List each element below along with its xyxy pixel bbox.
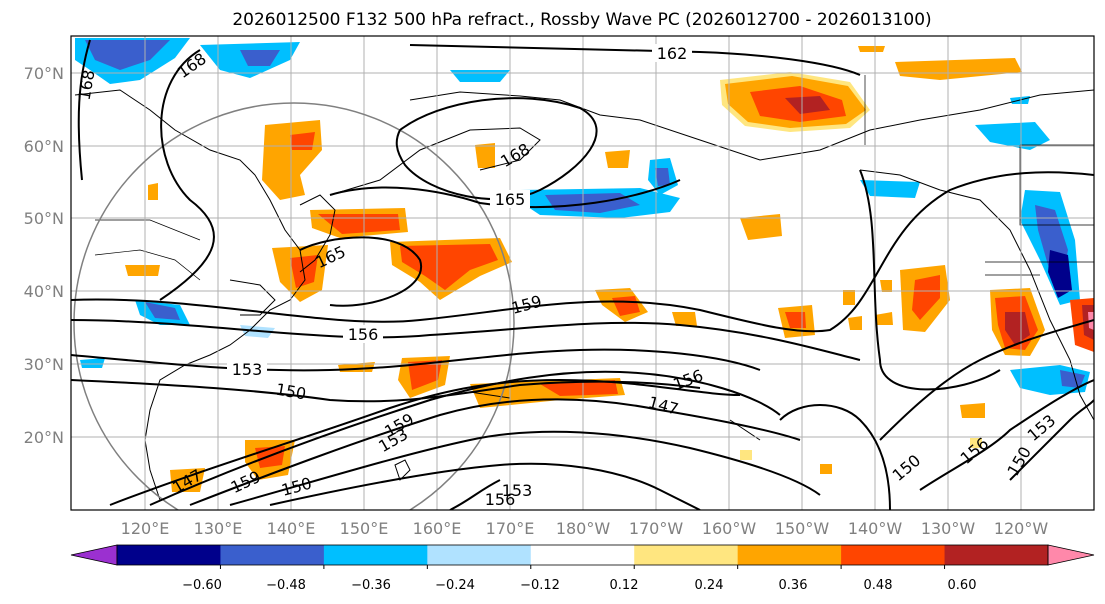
- colorbar: −0.60 −0.48 −0.36 −0.24 −0.12 0.12 0.24 …: [70, 544, 1095, 593]
- lon-label: 130°W: [921, 519, 976, 538]
- colorbar-tick-label: −0.36: [351, 578, 391, 593]
- colorbar-tick-label: −0.48: [266, 578, 306, 593]
- negative-anomaly-shading: [75, 38, 1090, 395]
- colorbar-tick-label: −0.60: [182, 578, 222, 593]
- colorbar-block: [220, 545, 325, 565]
- lon-label: 150°W: [775, 519, 830, 538]
- lon-label: 170°E: [486, 519, 535, 538]
- colorbar-ticks: [219, 565, 946, 569]
- refractivity-contours: [71, 39, 1094, 510]
- colorbar-extend-min: [70, 544, 118, 566]
- contour-label: 153: [502, 481, 533, 500]
- colorbar-tick-label: 0.60: [948, 578, 977, 593]
- lat-label: 70°N: [24, 64, 64, 83]
- colorbar-blocks: [70, 544, 1095, 566]
- colorbar-block: [117, 545, 221, 565]
- map-frame: [70, 35, 1095, 511]
- contour-label: 165: [495, 190, 526, 209]
- positive-anomaly-shading: [125, 46, 1094, 492]
- map-title: 2026012500 F132 500 hPa refract., Rossby…: [232, 10, 931, 30]
- colorbar-block: [841, 545, 946, 565]
- lon-label: 120°E: [121, 519, 170, 538]
- colorbar-tick-label: −0.12: [520, 578, 560, 593]
- colorbar-block: [530, 545, 635, 565]
- lon-label: 160°E: [413, 519, 462, 538]
- lon-label: 150°E: [340, 519, 389, 538]
- colorbar-extend-max: [1047, 544, 1095, 566]
- contour-label: 162: [657, 44, 688, 63]
- lat-label: 60°N: [24, 137, 64, 156]
- lat-label: 30°N: [24, 355, 64, 374]
- latitude-labels: 70°N 60°N 50°N 40°N 30°N 20°N: [24, 64, 64, 447]
- colorbar-tick-labels: −0.60 −0.48 −0.36 −0.24 −0.12 0.12 0.24 …: [182, 578, 976, 593]
- lon-label: 160°W: [702, 519, 757, 538]
- region-circle: [73, 102, 515, 510]
- colorbar-tick-label: −0.24: [435, 578, 475, 593]
- lat-label: 20°N: [24, 428, 64, 447]
- lon-label: 130°E: [194, 519, 243, 538]
- colorbar-block: [323, 545, 428, 565]
- lon-label: 180°W: [556, 519, 611, 538]
- colorbar-frame: [116, 544, 1049, 566]
- lon-label: 120°W: [994, 519, 1049, 538]
- colorbar-block: [944, 545, 1049, 565]
- lon-label: 140°W: [848, 519, 903, 538]
- lat-label: 40°N: [24, 282, 64, 301]
- coastlines: [74, 75, 1094, 501]
- lat-label: 50°N: [24, 209, 64, 228]
- colorbar-tick-label: 0.12: [610, 578, 639, 593]
- contour-label: 156: [485, 490, 516, 509]
- contour-label: 156: [348, 325, 379, 344]
- longitude-labels: 120°E 130°E 140°E 150°E 160°E 170°E 180°…: [121, 519, 1049, 538]
- colorbar-tick-label: 0.24: [695, 578, 724, 593]
- map-panel: 162 168 168 168 165 165 159 156 153 150 …: [70, 35, 1095, 511]
- colorbar-tick-label: 0.36: [779, 578, 808, 593]
- contour-label: 153: [232, 360, 263, 379]
- lon-label: 170°W: [629, 519, 684, 538]
- colorbar-block: [634, 545, 739, 565]
- colorbar-tick-label: 0.48: [864, 578, 893, 593]
- colorbar-block: [737, 545, 842, 565]
- lon-label: 140°E: [267, 519, 316, 538]
- colorbar-block: [427, 545, 532, 565]
